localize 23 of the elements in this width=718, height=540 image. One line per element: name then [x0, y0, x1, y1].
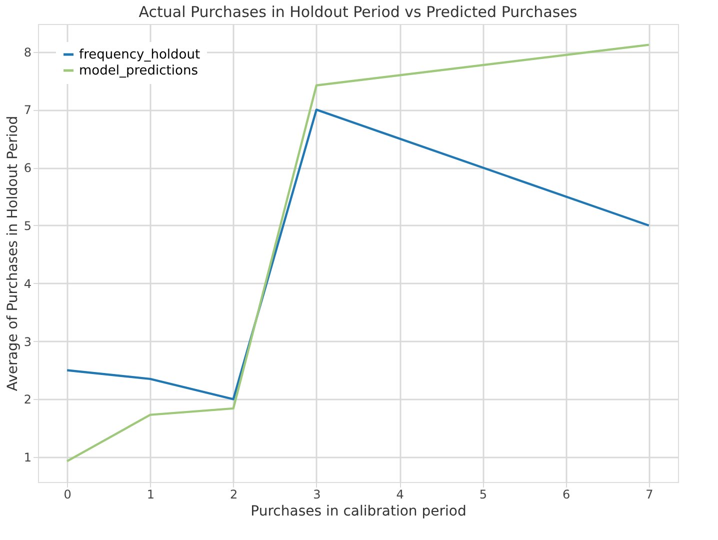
y-tick-label: 8: [24, 45, 32, 60]
x-tick-label: 6: [562, 488, 570, 502]
y-tick-label: 2: [24, 392, 32, 407]
legend-label: model_predictions: [79, 64, 198, 78]
y-tick-label: 5: [24, 218, 32, 233]
x-tick-label: 5: [479, 488, 487, 502]
x-axis-title: Purchases in calibration period: [250, 504, 466, 520]
chart-title: Actual Purchases in Holdout Period vs Predicted Purchases: [138, 3, 578, 21]
x-tick-label: 3: [313, 488, 321, 502]
x-tick-label: 0: [64, 488, 72, 502]
line-series: [66, 44, 650, 462]
line-series: [66, 108, 650, 400]
y-tick-label: 3: [24, 334, 32, 349]
y-tick-label: 1: [24, 450, 32, 465]
legend-label: frequency_holdout: [79, 48, 200, 62]
x-tick-label: 1: [146, 488, 155, 502]
y-axis-title: Average of Purchases in Holdout Period: [4, 116, 21, 392]
y-tick-label: 7: [24, 103, 32, 118]
x-tick-label: 7: [646, 488, 654, 502]
y-tick-label: 4: [24, 276, 32, 291]
x-tick-label: 4: [396, 488, 404, 502]
y-tick-label: 6: [24, 161, 32, 176]
x-tick-label: 2: [230, 488, 238, 502]
